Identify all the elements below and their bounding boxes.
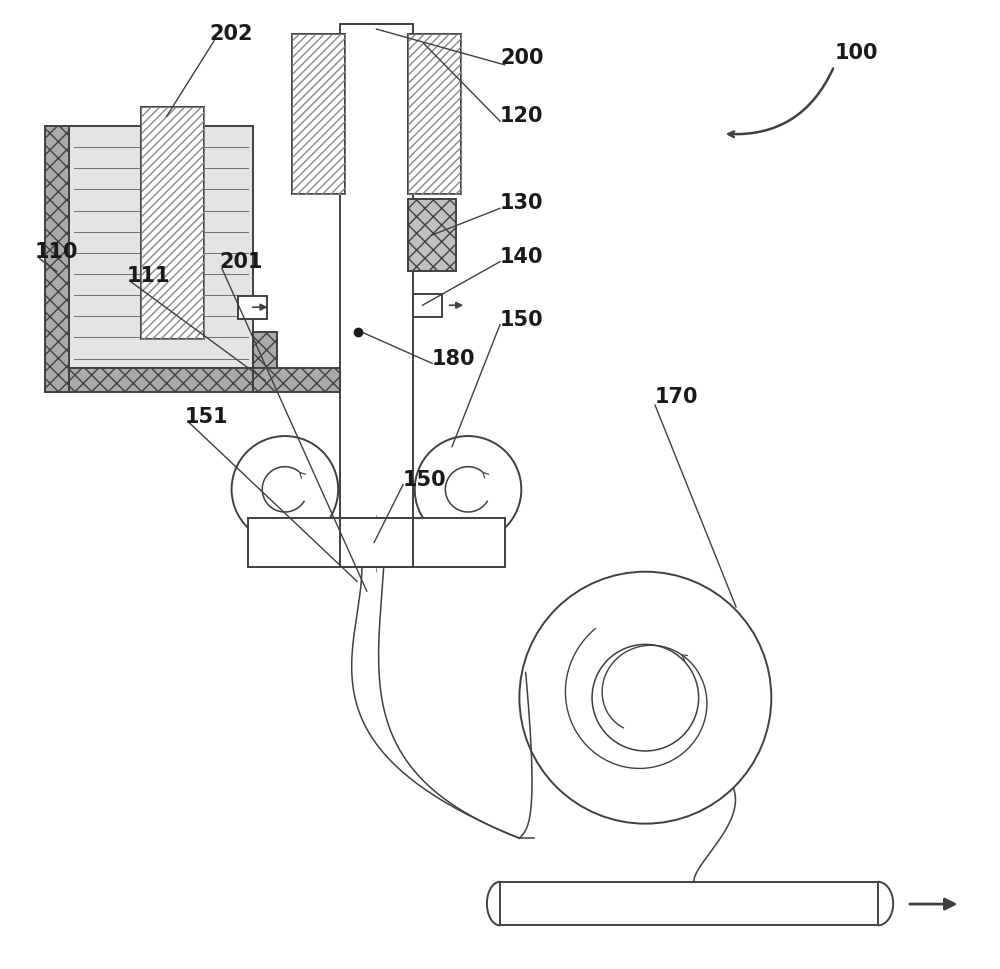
Text: 140: 140 (500, 247, 544, 266)
Bar (248, 518, 505, 567)
Text: 170: 170 (655, 388, 699, 407)
Bar (408, 34, 461, 194)
Bar (69, 126, 253, 368)
Bar (253, 368, 340, 392)
Bar (253, 332, 277, 392)
Bar (408, 34, 461, 194)
Bar (340, 24, 413, 557)
Text: 150: 150 (500, 310, 544, 329)
Bar (141, 107, 204, 339)
Text: 100: 100 (834, 44, 878, 63)
Text: 150: 150 (403, 470, 447, 489)
Bar (292, 34, 345, 194)
Bar (292, 34, 345, 194)
Text: 110: 110 (35, 242, 78, 262)
Text: 151: 151 (185, 407, 229, 426)
Bar (413, 294, 442, 317)
Text: 200: 200 (500, 48, 544, 68)
Bar (141, 107, 204, 339)
Text: 201: 201 (219, 252, 262, 271)
Bar (408, 199, 456, 271)
Bar (238, 296, 267, 319)
Bar (340, 518, 413, 567)
Text: 120: 120 (500, 107, 544, 126)
Bar (45, 126, 69, 392)
Text: 130: 130 (500, 194, 544, 213)
Text: 111: 111 (127, 266, 170, 286)
Bar (45, 368, 277, 392)
Text: 202: 202 (209, 24, 253, 44)
Bar (500, 882, 878, 925)
Text: 180: 180 (432, 349, 476, 368)
